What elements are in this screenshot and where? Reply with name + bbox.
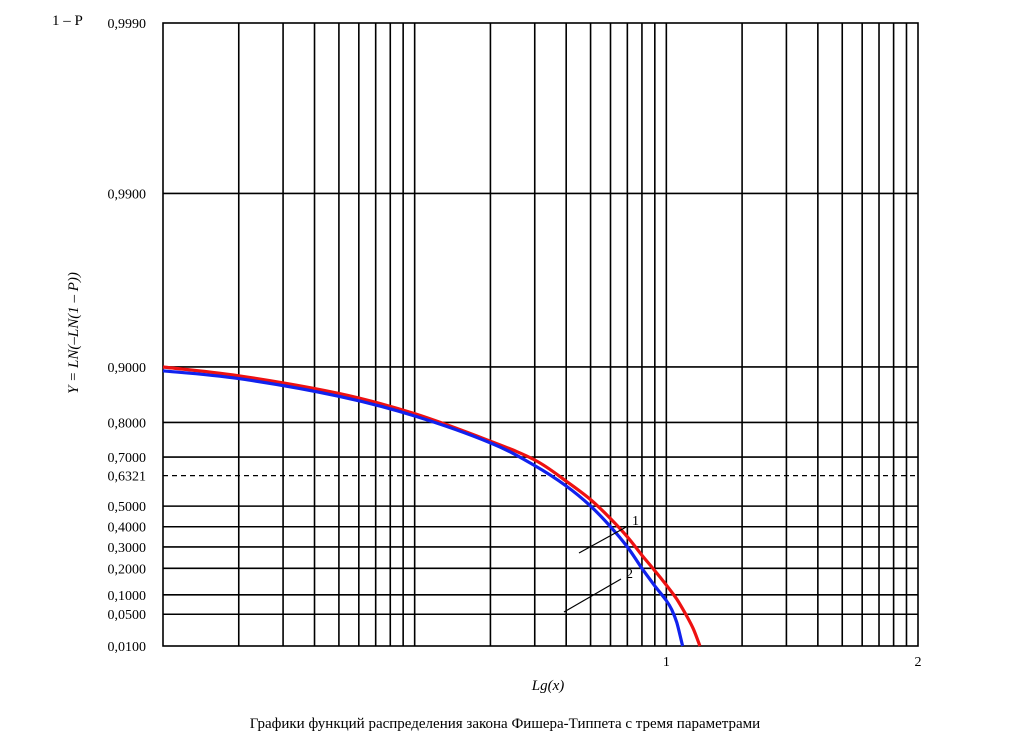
x-axis-title: Lg(x) (531, 678, 565, 694)
chart-caption: Графики функций распределения закона Фиш… (249, 716, 761, 732)
vertical-grid-lines (237, 23, 908, 646)
horizontal-grid-lines (163, 192, 918, 616)
y-tick-label: 0,9000 (108, 361, 147, 376)
plot-border (162, 22, 919, 647)
callout-layer: 12 (563, 514, 639, 613)
y-tick-label: 0,0500 (108, 608, 147, 623)
y-tick-label: 0,5000 (108, 500, 147, 515)
y-tick-label: 0,2000 (108, 562, 147, 577)
callout-label-1: 1 (632, 514, 639, 529)
y-tick-labels: 0,9990 0,9900 0,9000 0,8000 0,7000 0,6321 0,50… (108, 17, 147, 655)
y-tick-label: 0,7000 (108, 451, 147, 466)
corner-label: 1 – P (52, 13, 83, 29)
y-tick-label: 0,3000 (108, 541, 147, 556)
series-curve-1 (162, 365, 702, 647)
y-tick-label: 0,4000 (108, 521, 147, 536)
y-tick-label: 0,0100 (108, 640, 147, 655)
series-curve-2 (162, 369, 685, 647)
y-tick-label: 0,9900 (108, 187, 147, 202)
callout-leader-2 (563, 578, 622, 613)
y-tick-label: 0,6321 (108, 470, 147, 485)
x-tick-label: 2 (915, 655, 922, 670)
y-tick-label: 0,1000 (108, 589, 147, 604)
series-layer (162, 365, 702, 647)
y-axis-title: Y = LN(–LN(1 – P)) (66, 272, 82, 394)
callout-label-2: 2 (626, 567, 633, 582)
x-tick-label: 1 (663, 655, 670, 670)
y-tick-label: 0,9990 (108, 17, 147, 32)
y-tick-label: 0,8000 (108, 416, 147, 431)
callout-leader-1 (578, 525, 629, 554)
